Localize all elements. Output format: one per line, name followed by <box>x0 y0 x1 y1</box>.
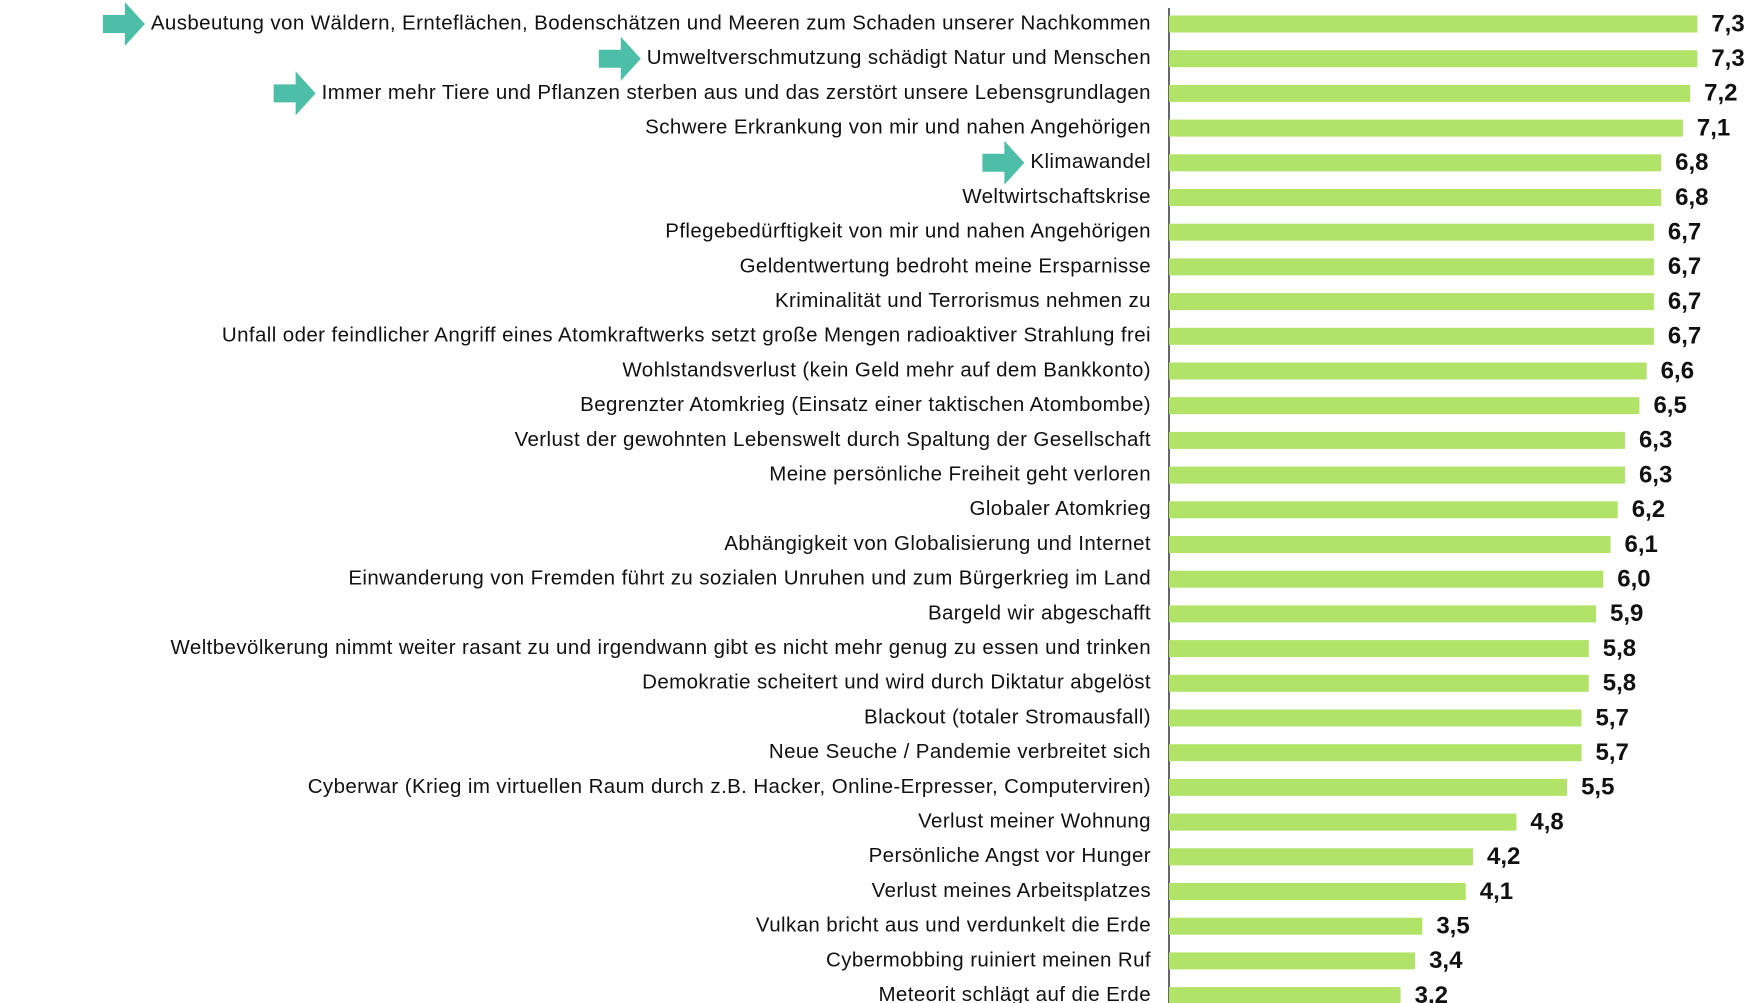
category-label: Blackout (totaler Stromausfall) <box>864 705 1151 728</box>
category-label: Cyberwar (Krieg im virtuellen Raum durch… <box>308 775 1151 798</box>
category-label: Kriminalität und Terrorismus nehmen zu <box>775 289 1151 312</box>
bar <box>1169 50 1698 68</box>
bar <box>1169 362 1647 380</box>
category-label: Verlust meines Arbeitsplatzes <box>872 879 1151 902</box>
bar <box>1169 15 1698 33</box>
value-label: 4,1 <box>1480 878 1513 905</box>
highlight-arrow <box>273 71 316 116</box>
category-label: Meine persönliche Freiheit geht verloren <box>769 463 1151 486</box>
category-label: Umweltverschmutzung schädigt Natur und M… <box>647 46 1151 69</box>
bar <box>1169 744 1582 762</box>
bar <box>1169 536 1611 553</box>
category-label: Neue Seuche / Pandemie verbreitet sich <box>769 740 1151 763</box>
value-label: 3,4 <box>1429 947 1463 974</box>
value-label: 6,5 <box>1653 392 1686 419</box>
category-label: Geldentwertung bedroht meine Ersparnisse <box>740 254 1151 277</box>
bar <box>1169 674 1589 692</box>
category-label: Verlust meiner Wohnung <box>918 810 1151 833</box>
category-label: Pflegebedürftigkeit von mir und nahen An… <box>665 220 1151 243</box>
value-label: 7,3 <box>1711 45 1744 72</box>
bar <box>1169 84 1691 102</box>
bar <box>1169 813 1517 831</box>
value-label: 3,2 <box>1415 982 1448 1003</box>
highlight-arrow <box>982 140 1025 185</box>
bar <box>1169 883 1466 900</box>
value-label: 5,8 <box>1603 635 1636 662</box>
bar <box>1169 709 1582 727</box>
category-label: Einwanderung von Fremden führt zu sozial… <box>348 567 1151 590</box>
value-label: 5,8 <box>1603 670 1636 697</box>
category-label: Vulkan bricht aus und verdunkelt die Erd… <box>756 914 1151 937</box>
value-label: 6,8 <box>1675 184 1708 211</box>
bar <box>1169 327 1654 345</box>
value-label: 6,3 <box>1639 461 1672 488</box>
value-label: 5,9 <box>1610 600 1643 627</box>
value-label: 3,5 <box>1436 913 1469 940</box>
value-label: 5,7 <box>1596 704 1629 731</box>
category-label: Verlust der gewohnten Lebenswelt durch S… <box>515 428 1151 451</box>
category-label: Weltwirtschaftskrise <box>962 185 1151 208</box>
bar <box>1169 431 1625 449</box>
category-label: Cybermobbing ruiniert meinen Ruf <box>826 948 1151 971</box>
value-label: 6,7 <box>1668 219 1701 246</box>
value-label: 7,1 <box>1697 114 1730 141</box>
category-label: Klimawandel <box>1030 150 1151 173</box>
value-label: 6,7 <box>1668 253 1701 280</box>
category-label: Bargeld wir abgeschafft <box>928 601 1151 624</box>
bar <box>1169 293 1654 311</box>
bar <box>1169 570 1604 588</box>
highlight-arrow <box>102 2 145 46</box>
value-label: 6,2 <box>1632 496 1665 523</box>
category-label: Meteorit schlägt auf die Erde <box>878 983 1151 1003</box>
value-label: 6,1 <box>1624 531 1657 558</box>
bar <box>1169 848 1473 866</box>
value-label: 6,6 <box>1661 357 1694 384</box>
bar <box>1169 258 1654 276</box>
bar <box>1169 154 1662 172</box>
category-label: Wohlstandsverlust (kein Geld mehr auf de… <box>622 358 1151 381</box>
bar <box>1169 119 1683 137</box>
bar <box>1169 987 1401 1003</box>
value-label: 6,0 <box>1617 566 1650 593</box>
value-label: 6,8 <box>1675 149 1708 176</box>
category-label: Abhängigkeit von Globalisierung und Inte… <box>724 532 1151 555</box>
bar <box>1169 605 1597 623</box>
value-label: 5,5 <box>1581 774 1614 801</box>
category-label: Persönliche Angst vor Hunger <box>869 844 1151 867</box>
category-label: Unfall oder feindlicher Angriff eines At… <box>222 324 1151 347</box>
bar <box>1169 917 1423 935</box>
bar <box>1169 466 1625 484</box>
bar <box>1169 501 1618 519</box>
category-label: Ausbeutung von Wäldern, Ernteflächen, Bo… <box>151 11 1151 34</box>
category-label: Immer mehr Tiere und Pflanzen sterben au… <box>322 81 1151 104</box>
bar <box>1169 640 1589 658</box>
bar <box>1169 778 1568 796</box>
value-label: 5,7 <box>1596 739 1629 766</box>
value-label: 6,7 <box>1668 288 1701 315</box>
bar <box>1169 397 1640 415</box>
value-label: 4,2 <box>1487 843 1520 870</box>
category-label: Schwere Erkrankung von mir und nahen Ang… <box>645 116 1151 139</box>
bar <box>1169 189 1662 206</box>
value-label: 7,2 <box>1704 80 1737 107</box>
value-label: 6,7 <box>1668 323 1701 350</box>
value-label: 6,3 <box>1639 427 1672 454</box>
value-label: 4,8 <box>1530 808 1563 835</box>
highlight-arrow <box>598 36 641 81</box>
bar <box>1169 223 1654 241</box>
category-label: Demokratie scheitert und wird durch Dikt… <box>642 671 1151 694</box>
category-label: Begrenzter Atomkrieg (Einsatz einer takt… <box>580 393 1151 416</box>
category-label: Globaler Atomkrieg <box>969 497 1151 520</box>
category-label: Weltbevölkerung nimmt weiter rasant zu u… <box>171 636 1151 659</box>
bar <box>1169 952 1416 970</box>
value-label: 7,3 <box>1711 10 1744 37</box>
